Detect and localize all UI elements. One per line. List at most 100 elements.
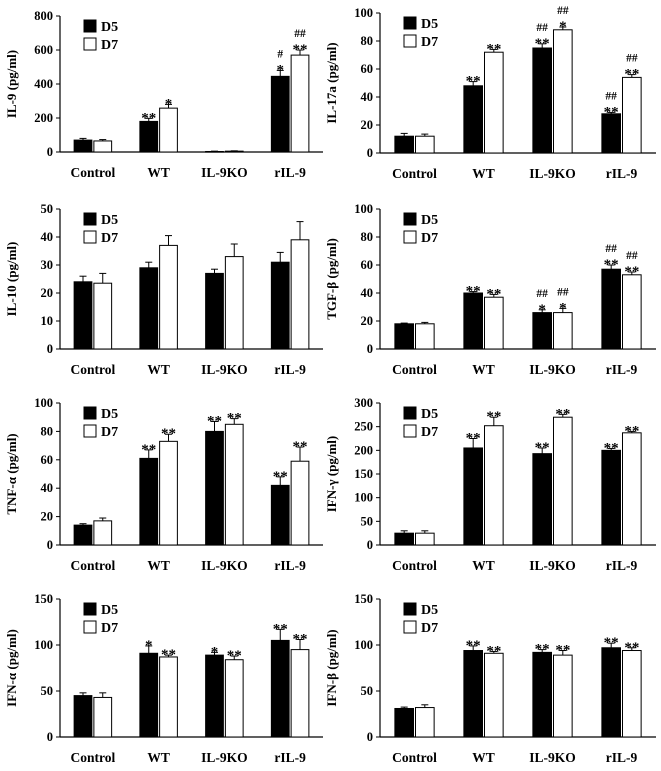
bar-d7	[553, 416, 573, 546]
x-category-label: Control	[392, 558, 437, 573]
y-tick-label: 150	[34, 592, 53, 606]
bar-d5	[270, 75, 290, 153]
significance-star-label: **	[273, 621, 288, 637]
x-category-label: WT	[147, 165, 170, 180]
bar-d5	[139, 457, 159, 546]
bar-d7	[484, 51, 504, 154]
x-category-label: WT	[472, 558, 495, 573]
bar-d7	[484, 652, 504, 738]
significance-star-label: **	[293, 439, 308, 455]
x-category-label: Control	[392, 362, 437, 377]
legend-swatch-d5	[403, 406, 417, 420]
bar-d7	[484, 296, 504, 350]
legend-swatch-d7	[403, 230, 417, 244]
bar-d5	[73, 281, 93, 350]
bar-d5	[463, 447, 483, 546]
bar-d5	[394, 135, 414, 154]
bar-d5	[601, 647, 621, 738]
legend-label-d5: D5	[421, 213, 438, 228]
y-tick-label: 0	[367, 538, 373, 552]
legend-swatch-d7	[83, 620, 97, 634]
significance-hash-label: ##	[294, 28, 306, 40]
y-tick-label: 20	[41, 286, 54, 300]
bar-d5	[270, 261, 290, 350]
significance-star-label: **	[161, 426, 176, 442]
y-tick-label: 80	[41, 424, 54, 438]
legend-swatch-d7	[83, 230, 97, 244]
y-tick-label: 50	[41, 684, 54, 698]
bar-d7	[159, 244, 178, 350]
legend-swatch-d5	[83, 19, 97, 33]
significance-star-label: **	[486, 643, 501, 659]
x-category-label: WT	[472, 362, 495, 377]
y-tick-label: 20	[41, 510, 54, 524]
bar-d5	[463, 650, 483, 738]
bar-d5	[463, 292, 483, 350]
y-tick-label: 200	[34, 111, 53, 125]
bar-d7	[415, 323, 435, 350]
x-category-label: IL-9KO	[529, 750, 576, 765]
y-tick-label: 60	[361, 62, 374, 76]
y-axis-title: TNF-α (pg/ml)	[4, 433, 19, 514]
x-category-label: WT	[147, 558, 170, 573]
significance-hash-label: ##	[626, 53, 638, 65]
significance-star-label: *	[211, 644, 219, 660]
legend-swatch-d7	[403, 620, 417, 634]
legend-label-d7: D7	[421, 35, 438, 50]
bar-d5	[205, 272, 224, 350]
y-tick-label: 300	[354, 396, 373, 410]
y-tick-label: 0	[367, 342, 373, 356]
significance-star-label: **	[293, 631, 308, 647]
significance-star-label: **	[466, 74, 481, 90]
legend-label-d5: D5	[421, 407, 438, 422]
chart-panel: 0 50 100 150 IFN-β (pg/ml) Control WT IL-9KO rIL…	[324, 592, 656, 765]
y-tick-label: 30	[41, 258, 54, 272]
significance-star-label: **	[624, 67, 639, 83]
bar-d7	[93, 140, 113, 153]
significance-star-label: **	[141, 110, 156, 126]
legend-label-d5: D5	[101, 407, 118, 422]
bar-d7	[290, 54, 310, 153]
y-axis-title: TGF-β (pg/ml)	[324, 238, 339, 320]
bar-d5	[139, 652, 159, 738]
legend-label-d7: D7	[421, 231, 438, 246]
significance-star-label: **	[466, 638, 481, 654]
y-tick-label: 0	[47, 145, 53, 159]
bar-d7	[415, 135, 435, 154]
significance-hash-label: ##	[605, 243, 617, 255]
significance-star-label: **	[604, 257, 619, 273]
x-category-label: IL-9KO	[201, 165, 248, 180]
bar-d7	[622, 650, 642, 738]
significance-star-label: **	[604, 440, 619, 456]
chart-panel: 0 10 20 30 40 50 IL-10 (pg/ml) Control WT IL-9KO r…	[4, 202, 323, 377]
significance-hash-label: ##	[557, 5, 569, 17]
significance-hash-label: ##	[536, 288, 548, 300]
legend-swatch-d7	[83, 424, 97, 438]
bar-d5	[205, 430, 224, 546]
significance-star-label: *	[145, 638, 153, 654]
y-tick-label: 40	[41, 481, 54, 495]
x-category-label: rIL-9	[274, 750, 306, 765]
bar-d7	[93, 520, 113, 546]
x-category-label: IL-9KO	[529, 558, 576, 573]
x-category-label: IL-9KO	[529, 362, 576, 377]
significance-star-label: **	[466, 431, 481, 447]
bar-d5	[139, 267, 159, 350]
legend-label-d5: D5	[421, 603, 438, 618]
legend-label-d7: D7	[101, 38, 118, 53]
x-category-label: WT	[472, 750, 495, 765]
y-axis-title: IFN-γ (pg/ml)	[324, 436, 339, 513]
x-category-label: rIL-9	[274, 165, 306, 180]
significance-star-label: **	[207, 413, 222, 429]
x-category-label: WT	[147, 362, 170, 377]
significance-star-label: *	[559, 19, 567, 35]
bar-d5	[73, 139, 93, 153]
legend-swatch-d7	[403, 424, 417, 438]
legend-label-d7: D7	[421, 621, 438, 636]
significance-hash-label: ##	[536, 22, 548, 34]
bar-d5	[532, 651, 552, 738]
legend-label-d7: D7	[101, 621, 118, 636]
x-category-label: rIL-9	[274, 362, 306, 377]
significance-star-label: *	[276, 62, 284, 78]
x-category-label: rIL-9	[274, 558, 306, 573]
